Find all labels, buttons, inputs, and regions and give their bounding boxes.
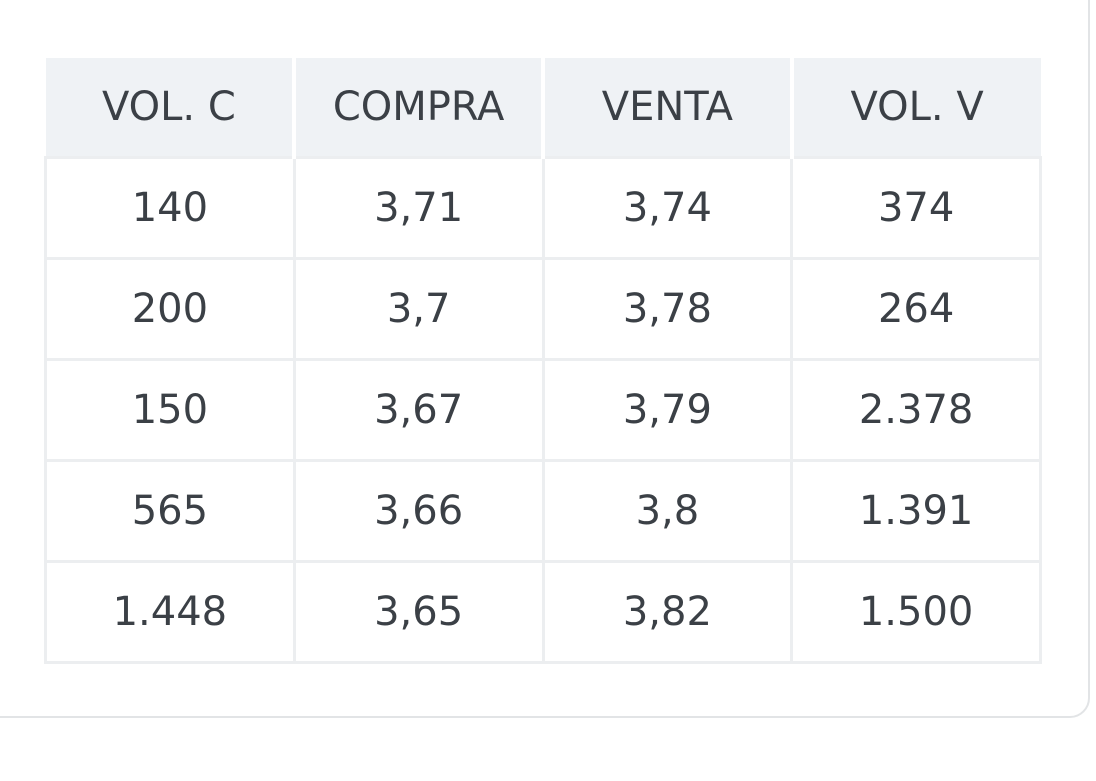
table-cell: 1.500 <box>790 560 1042 664</box>
header-cell: VOL. V <box>789 58 1041 158</box>
table-cell: 1.448 <box>44 560 296 664</box>
table-body: 140 3,71 3,74 374 200 3,7 3,78 264 150 3,67 3,79 2.… <box>44 156 1042 664</box>
table-cell: 3,74 <box>541 156 794 260</box>
table-cell: 3,78 <box>541 257 794 361</box>
quote-table: VOL. C COMPRA VENTA VOL. V 140 3,71 3,74 374 20… <box>44 58 1042 664</box>
table-cell: 3,7 <box>292 257 545 361</box>
table-cell: 3,8 <box>541 459 794 563</box>
table-cell: 3,79 <box>541 358 794 462</box>
table-cell: 374 <box>790 156 1042 260</box>
table-cell: 3,82 <box>541 560 794 664</box>
table-cell: 3,71 <box>292 156 545 260</box>
header-cell: VOL. C <box>45 58 297 158</box>
table-header: VOL. C COMPRA VENTA VOL. V <box>45 58 1041 158</box>
table-cell: 565 <box>44 459 296 563</box>
table-row: 150 3,67 3,79 2.378 <box>44 358 1042 462</box>
header-cell: VENTA <box>541 58 794 158</box>
table-cell: 3,67 <box>292 358 545 462</box>
table-row: 1.448 3,65 3,82 1.500 <box>44 560 1042 664</box>
table-row: 565 3,66 3,8 1.391 <box>44 459 1042 563</box>
table-cell: 3,66 <box>292 459 545 563</box>
header-row: VOL. C COMPRA VENTA VOL. V <box>45 58 1041 158</box>
table-cell: 140 <box>44 156 296 260</box>
table-cell: 1.391 <box>790 459 1042 563</box>
table-cell: 150 <box>44 358 296 462</box>
table-cell: 2.378 <box>790 358 1042 462</box>
table-row: 140 3,71 3,74 374 <box>44 156 1042 260</box>
table-cell: 200 <box>44 257 296 361</box>
table-cell: 3,65 <box>292 560 545 664</box>
header-cell: COMPRA <box>292 58 545 158</box>
table-cell: 264 <box>790 257 1042 361</box>
table-row: 200 3,7 3,78 264 <box>44 257 1042 361</box>
